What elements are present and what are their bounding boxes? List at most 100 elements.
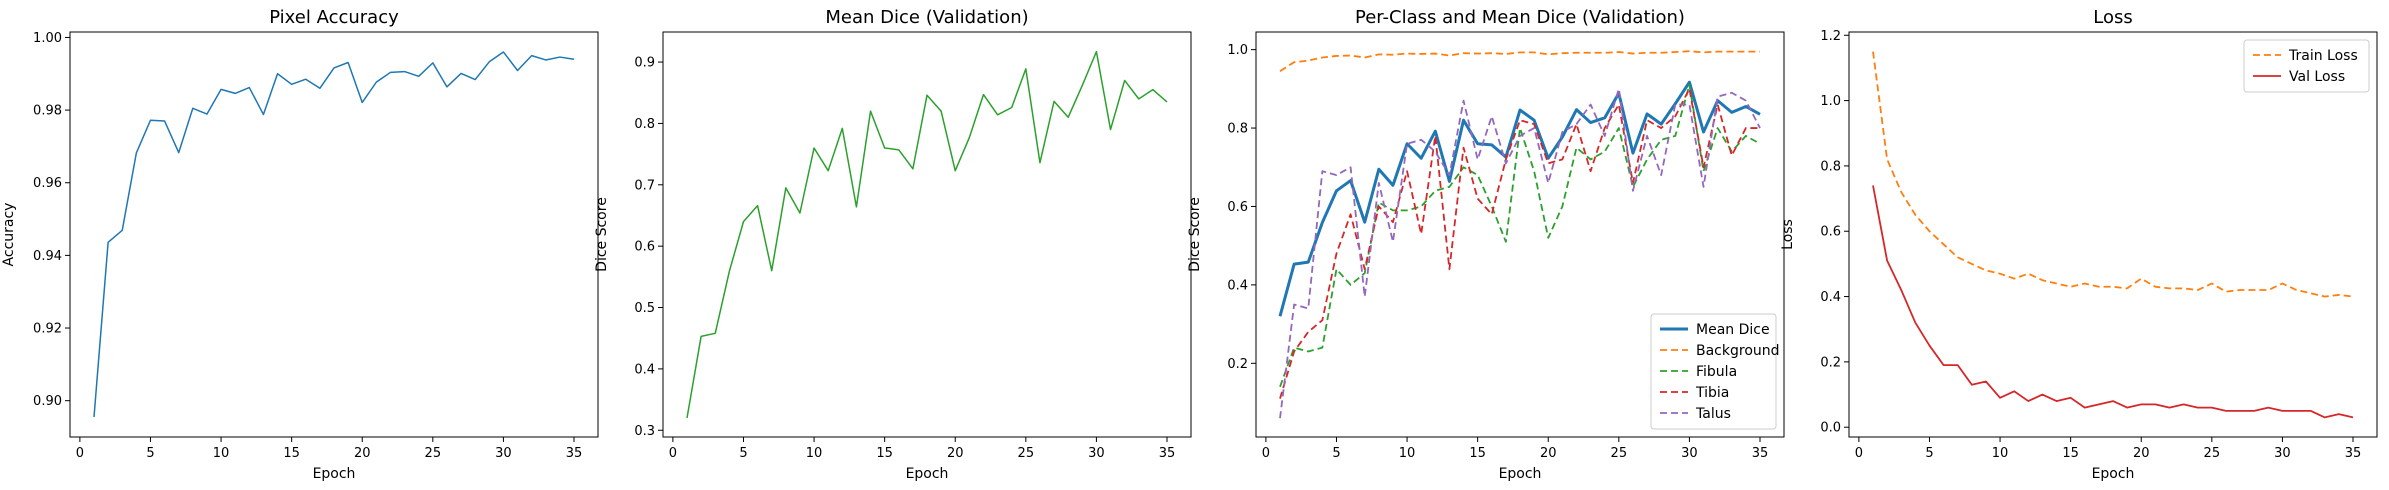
series-line-tibia	[1279, 87, 1760, 399]
x-tick-label: 15	[1469, 446, 1486, 461]
y-axis-label: Dice Score	[1187, 197, 1203, 272]
y-tick-label: 0.4	[634, 362, 655, 377]
x-tick-label: 25	[1611, 446, 1628, 461]
legend-box	[2243, 39, 2370, 93]
axes-frame	[1848, 31, 2378, 438]
x-tick-label: 0	[76, 446, 84, 461]
legend-label: Background	[1696, 343, 1780, 359]
y-axis-label: Accuracy	[1, 203, 17, 267]
x-axis-label: Epoch	[1499, 466, 1542, 482]
x-tick-label: 5	[1925, 446, 1933, 461]
x-tick-label: 25	[1018, 446, 1035, 461]
y-axis-label: Loss	[1780, 219, 1796, 250]
x-tick-label: 20	[354, 446, 371, 461]
series-line-val-loss	[1872, 185, 2354, 419]
y-tick-label: 0.6	[1227, 200, 1248, 215]
x-tick-label: 5	[1332, 446, 1340, 461]
plot-title: Pixel Accuracy	[269, 7, 399, 28]
x-tick-label: 35	[1752, 446, 1769, 461]
series-line-talus	[1279, 87, 1761, 419]
legend-label: Train Loss	[2288, 48, 2358, 64]
x-tick-label: 15	[2062, 446, 2079, 461]
y-tick-label: 0.6	[1820, 225, 1841, 240]
x-tick-label: 30	[495, 446, 512, 461]
x-tick-label: 10	[806, 446, 823, 461]
series-lines	[1278, 50, 1761, 419]
legend: Mean Dice Background Fibula Tibia Talus	[1650, 313, 1780, 430]
legend-label: Talus	[1695, 406, 1731, 422]
y-tick-label: 0.94	[33, 249, 62, 264]
x-tick-label: 30	[1681, 446, 1698, 461]
x-tick-label: 35	[2345, 446, 2362, 461]
series-line-0	[93, 51, 575, 418]
plot-title: Mean Dice (Validation)	[825, 7, 1028, 28]
y-tick-label: 0.8	[1227, 122, 1248, 137]
y-tick-label: 0.6	[634, 240, 655, 255]
y-tick-label: 0.0	[1820, 421, 1841, 436]
subplot-per-class-dice: Per-Class and Mean Dice (Validation) Epo…	[1187, 7, 1785, 482]
y-tick-label: 0.5	[634, 301, 655, 316]
series-line-mean-dice	[1278, 80, 1761, 317]
x-axis-label: Epoch	[906, 466, 949, 482]
x-tick-label: 15	[283, 446, 300, 461]
x-tick-label: 0	[669, 446, 677, 461]
x-tick-label: 20	[947, 446, 964, 461]
x-tick-label: 10	[1399, 446, 1416, 461]
y-tick-label: 0.98	[33, 104, 62, 119]
subplot-pixel-accuracy: Pixel Accuracy Epoch Accuracy 0 5 10 15 20 25…	[1, 7, 599, 482]
axes-frame	[69, 31, 599, 438]
legend-label: Fibula	[1696, 364, 1737, 380]
y-tick-label: 0.8	[1820, 159, 1841, 174]
legend: Train Loss Val Loss	[2243, 39, 2370, 93]
y-axis-label: Dice Score	[594, 197, 610, 272]
x-axis-label: Epoch	[2092, 466, 2135, 482]
y-tick-label: 1.2	[1820, 29, 1841, 44]
x-tick-label: 0	[1855, 446, 1863, 461]
y-tick-label: 0.4	[1820, 290, 1841, 305]
x-tick-label: 5	[146, 446, 154, 461]
x-tick-label: 30	[1088, 446, 1105, 461]
legend-label: Val Loss	[2289, 69, 2345, 85]
axes-frame	[662, 31, 1192, 438]
y-tick-label: 0.90	[33, 394, 62, 409]
legend-box	[1650, 313, 1777, 430]
series-lines	[686, 50, 1168, 419]
y-tick-label: 0.3	[634, 424, 655, 439]
y-tick-label: 0.2	[1820, 355, 1841, 370]
x-tick-label: 35	[1159, 446, 1176, 461]
y-tick-label: 1.0	[1820, 94, 1841, 109]
x-tick-label: 10	[213, 446, 230, 461]
x-tick-label: 10	[1992, 446, 2009, 461]
legend-label: Mean Dice	[1696, 322, 1770, 338]
x-tick-label: 0	[1262, 446, 1270, 461]
y-tick-label: 1.00	[33, 31, 62, 46]
y-tick-label: 0.2	[1227, 357, 1248, 372]
x-tick-label: 20	[2133, 446, 2150, 461]
plot-title: Loss	[2093, 7, 2132, 28]
series-line-background	[1279, 50, 1760, 72]
x-axis-label: Epoch	[313, 466, 356, 482]
x-tick-label: 25	[425, 446, 442, 461]
subplot-mean-dice: Mean Dice (Validation) Epoch Dice Score …	[594, 7, 1192, 482]
y-tick-label: 1.0	[1227, 43, 1248, 58]
x-tick-label: 15	[876, 446, 893, 461]
y-tick-label: 0.4	[1227, 278, 1248, 293]
x-tick-label: 5	[739, 446, 747, 461]
y-tick-label: 0.9	[634, 56, 655, 71]
x-tick-label: 20	[1540, 446, 1557, 461]
subplot-loss: Loss Epoch Loss 0 5 10 15 20 25 30 35 0.0 0.2 0.4 0…	[1780, 7, 2378, 482]
series-lines	[1872, 51, 2354, 419]
y-tick-label: 0.96	[33, 176, 62, 191]
x-tick-label: 30	[2274, 446, 2291, 461]
y-tick-label: 0.8	[634, 117, 655, 132]
y-tick-label: 0.7	[634, 178, 655, 193]
series-line-0	[686, 50, 1168, 419]
x-tick-label: 25	[2204, 446, 2221, 461]
y-tick-label: 0.92	[33, 322, 62, 337]
plot-title: Per-Class and Mean Dice (Validation)	[1355, 7, 1685, 28]
legend-label: Tibia	[1695, 385, 1729, 401]
axes-frame	[1255, 31, 1785, 438]
series-line-train-loss	[1872, 51, 2354, 298]
x-tick-label: 35	[566, 446, 583, 461]
